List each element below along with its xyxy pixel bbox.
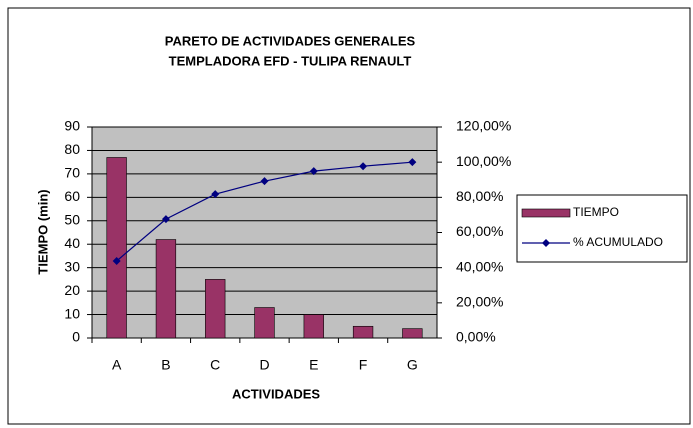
bar — [205, 279, 226, 339]
line-marker — [161, 215, 170, 224]
y-tick-label: 90 — [64, 118, 80, 134]
bar — [303, 314, 324, 339]
x-axis-label: ACTIVIDADES — [232, 386, 320, 401]
y-tick-label: 0 — [72, 329, 80, 345]
line-marker — [408, 158, 417, 167]
line-marker — [211, 190, 220, 199]
x-tick-label: F — [359, 357, 368, 373]
y-tick-label: 40 — [64, 235, 80, 251]
line-marker — [260, 177, 269, 186]
x-tick-label: E — [309, 357, 318, 373]
y2-tick-label: 0,00% — [456, 329, 496, 345]
legend-swatch — [521, 208, 571, 218]
legend-label: TIEMPO — [573, 205, 619, 219]
y-tick-label: 70 — [64, 165, 80, 181]
legend-box — [516, 194, 688, 263]
bar — [254, 307, 275, 339]
line-marker — [309, 167, 318, 176]
legend-label: % ACUMULADO — [573, 235, 663, 249]
y-tick-label: 50 — [64, 211, 80, 227]
y-tick-label: 10 — [64, 305, 80, 321]
line-marker — [359, 162, 368, 171]
bar — [106, 157, 127, 339]
legend-marker — [542, 239, 550, 247]
x-tick-label: B — [161, 357, 170, 373]
plot-area — [91, 126, 438, 339]
y-tick-label: 30 — [64, 258, 80, 274]
y-tick-label: 80 — [64, 141, 80, 157]
y2-tick-label: 60,00% — [456, 223, 503, 239]
y2-tick-label: 20,00% — [456, 294, 503, 310]
y-tick-label: 60 — [64, 188, 80, 204]
y-axis-label: TIEMPO (min) — [35, 189, 50, 274]
x-tick-label: D — [259, 357, 269, 373]
bar — [155, 239, 177, 339]
bar — [352, 325, 374, 339]
y2-tick-label: 100,00% — [456, 153, 511, 169]
y2-tick-label: 120,00% — [456, 118, 511, 134]
x-tick-label: C — [210, 357, 220, 373]
y2-tick-label: 80,00% — [456, 188, 503, 204]
y-tick-label: 20 — [64, 282, 80, 298]
x-tick-label: A — [112, 357, 122, 373]
line-marker — [112, 256, 121, 265]
y2-tick-label: 40,00% — [456, 258, 503, 274]
chart-title: PARETO DE ACTIVIDADES GENERALES — [165, 33, 416, 48]
chart-subtitle: TEMPLADORA EFD - TULIPA RENAULT — [169, 53, 412, 68]
bar — [402, 328, 423, 339]
x-tick-label: G — [407, 357, 418, 373]
